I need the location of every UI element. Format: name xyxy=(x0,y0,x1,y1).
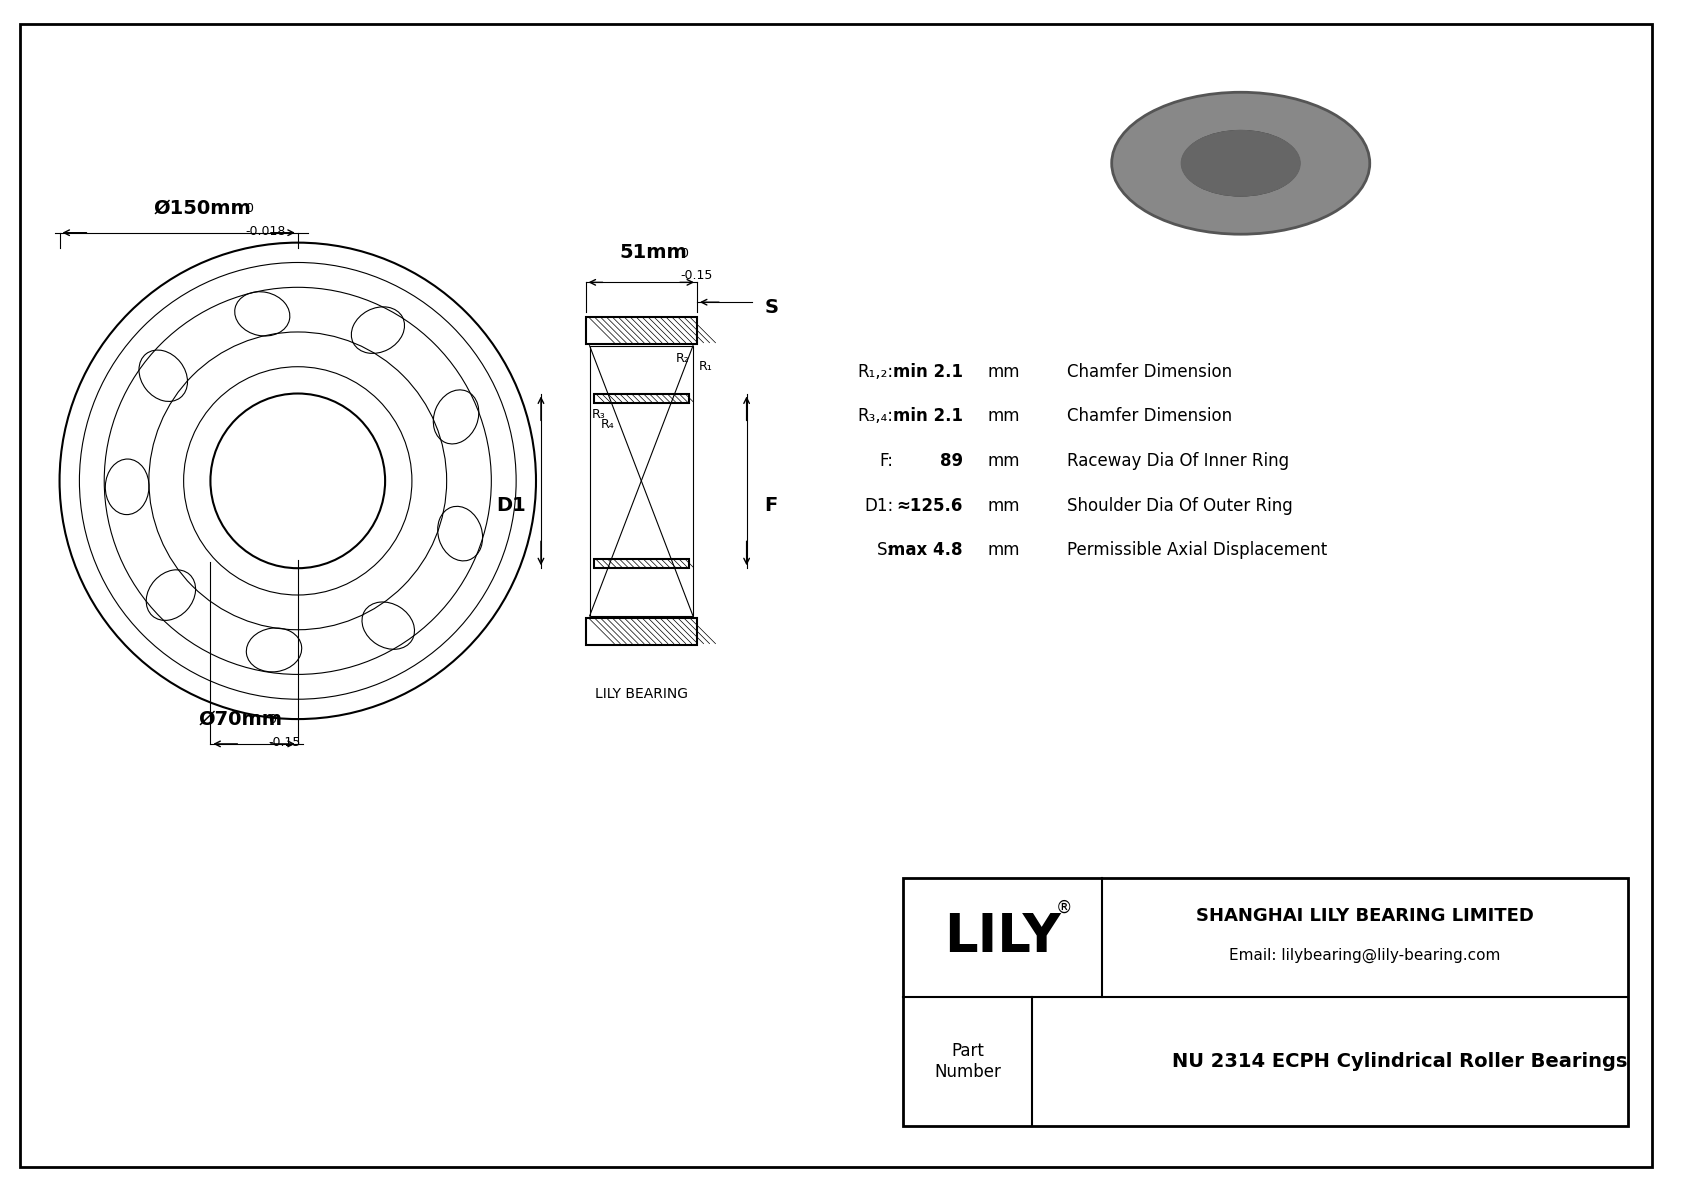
Text: 0: 0 xyxy=(680,247,689,260)
Text: LILY BEARING: LILY BEARING xyxy=(594,687,687,701)
Ellipse shape xyxy=(1182,131,1298,195)
Text: R₁: R₁ xyxy=(699,360,712,373)
Bar xyxy=(903,878,1628,1125)
Text: F: F xyxy=(765,497,778,516)
Text: -0.018: -0.018 xyxy=(246,225,286,238)
Text: Permissible Axial Displacement: Permissible Axial Displacement xyxy=(1068,542,1327,560)
Text: ≈125.6: ≈125.6 xyxy=(896,497,963,515)
Text: Shoulder Dia Of Outer Ring: Shoulder Dia Of Outer Ring xyxy=(1068,497,1293,515)
Text: mm: mm xyxy=(987,407,1021,425)
Text: min 2.1: min 2.1 xyxy=(893,407,963,425)
Text: 0: 0 xyxy=(246,201,253,214)
Bar xyxy=(586,618,697,644)
Text: S: S xyxy=(765,298,778,317)
Text: R₄: R₄ xyxy=(601,418,615,431)
Text: LILY: LILY xyxy=(945,911,1061,964)
Text: Chamfer Dimension: Chamfer Dimension xyxy=(1068,407,1233,425)
Text: Email: lilybearing@lily-bearing.com: Email: lilybearing@lily-bearing.com xyxy=(1229,948,1500,962)
Text: 89: 89 xyxy=(940,453,963,470)
Bar xyxy=(593,393,689,403)
Ellipse shape xyxy=(1111,92,1369,235)
Text: F:: F: xyxy=(879,453,893,470)
Text: Raceway Dia Of Inner Ring: Raceway Dia Of Inner Ring xyxy=(1068,453,1290,470)
Text: R₂: R₂ xyxy=(675,351,689,364)
Text: max 4.8: max 4.8 xyxy=(887,542,963,560)
Text: 51mm: 51mm xyxy=(620,243,687,262)
Ellipse shape xyxy=(1182,131,1300,195)
Text: NU 2314 ECPH Cylindrical Roller Bearings: NU 2314 ECPH Cylindrical Roller Bearings xyxy=(1172,1052,1627,1071)
Text: D1: D1 xyxy=(497,497,525,516)
Text: Ø150mm: Ø150mm xyxy=(153,199,251,218)
Text: 0: 0 xyxy=(268,713,276,727)
Text: mm: mm xyxy=(987,363,1021,381)
Text: D1:: D1: xyxy=(864,497,893,515)
Text: mm: mm xyxy=(987,453,1021,470)
Text: SHANGHAI LILY BEARING LIMITED: SHANGHAI LILY BEARING LIMITED xyxy=(1196,906,1534,924)
Text: -0.15: -0.15 xyxy=(680,269,712,282)
Text: Chamfer Dimension: Chamfer Dimension xyxy=(1068,363,1233,381)
Bar xyxy=(589,345,694,616)
Bar xyxy=(593,559,689,568)
Text: -0.15: -0.15 xyxy=(268,736,300,749)
Text: R₁,₂:: R₁,₂: xyxy=(857,363,893,381)
Bar xyxy=(586,317,697,344)
Text: Ø70mm: Ø70mm xyxy=(199,710,283,729)
Text: Part
Number: Part Number xyxy=(935,1042,1002,1081)
Text: mm: mm xyxy=(987,542,1021,560)
Text: min 2.1: min 2.1 xyxy=(893,363,963,381)
Text: R₃,₄:: R₃,₄: xyxy=(857,407,893,425)
Text: mm: mm xyxy=(987,497,1021,515)
Text: R₃: R₃ xyxy=(591,407,605,420)
Text: ®: ® xyxy=(1056,899,1073,917)
Text: S:: S: xyxy=(877,542,893,560)
